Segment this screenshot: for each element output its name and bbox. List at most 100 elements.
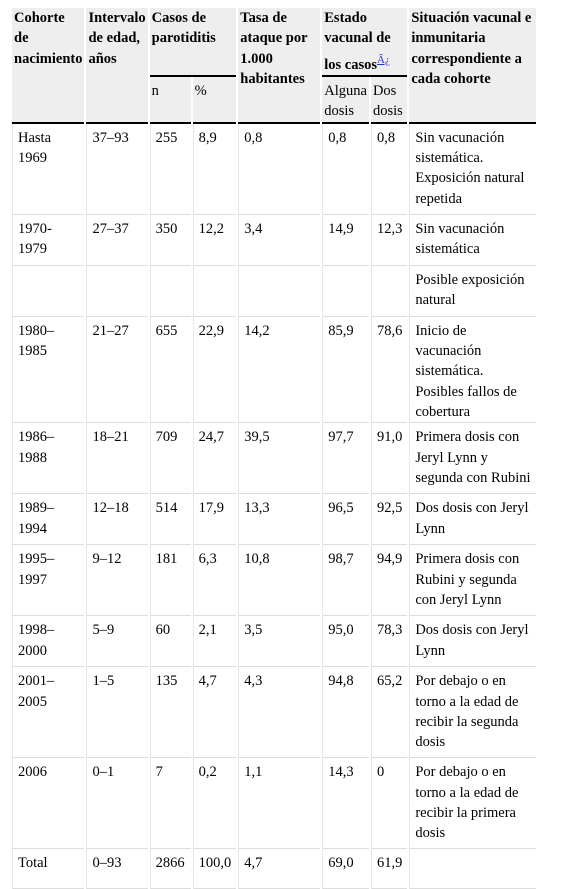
table-cell: 8,9	[192, 123, 237, 215]
subheader-text: Alguna dosis	[324, 82, 367, 120]
table-cell: 60	[149, 616, 191, 668]
table-cell: 3,4	[238, 214, 321, 266]
cell-text: 4,3	[244, 673, 263, 690]
table-cell: 10,8	[238, 545, 321, 617]
cell-text: Dos dosis con Jeryl Lynn	[415, 622, 529, 659]
table-cell: Total	[12, 849, 85, 889]
table-cell: 18–21	[86, 423, 148, 495]
cell-text: 3,5	[244, 622, 263, 639]
cell-text: Por debajo o en torno a la edad de recib…	[415, 673, 519, 751]
table-cell: 24,7	[192, 423, 237, 495]
table-cell: 85,9	[322, 316, 369, 424]
page: Cohorte de nacimiento Intervalo de edad,…	[12, 8, 537, 889]
table-cell: 1998–2000	[12, 616, 85, 668]
table-cell: 655	[149, 316, 191, 424]
cell-text: Primera dosis con Rubini y segunda con J…	[415, 551, 520, 608]
cell-text: 78,6	[376, 322, 403, 339]
table-row: 2006 0–1 7 0,2 1,1 14,3 0 Por debajo o en torno…	[12, 758, 537, 850]
cell-text: 0,8	[244, 129, 263, 146]
table-cell	[370, 265, 408, 317]
header-text: Cohorte de nacimiento	[14, 10, 83, 67]
header-cell: Cohorte de nacimiento	[12, 8, 85, 124]
cell-text: 22,9	[198, 322, 225, 339]
table-cell: 1986–1988	[12, 423, 85, 495]
footnote-link[interactable]: Â¿	[377, 53, 390, 66]
cell-text: 27–37	[92, 220, 129, 237]
header-text: Intervalo de edad, años	[88, 10, 146, 67]
table-cell: 0,8	[370, 123, 408, 215]
cell-text: 350	[155, 220, 178, 237]
table-cell: 12,2	[192, 214, 237, 266]
table-cell: 4,7	[238, 849, 321, 889]
table-cell: 3,5	[238, 616, 321, 668]
table-cell: 13,3	[238, 494, 321, 546]
cell-text: 3,4	[244, 220, 263, 237]
table-cell: 61,9	[370, 849, 408, 889]
table-row: 1995–1997 9–12 181 6,3 10,8 98,7 94,9 Primera d…	[12, 545, 537, 617]
table-cell: 22,9	[192, 316, 237, 424]
cell-text: 12,3	[376, 220, 403, 237]
table-cell: 39,5	[238, 423, 321, 495]
table-cell: Sin vacunación sistemática	[409, 214, 537, 266]
table-cell: 255	[149, 123, 191, 215]
cell-text: 14,2	[244, 322, 270, 339]
cell-text: 13,3	[244, 500, 270, 517]
table-cell	[192, 265, 237, 317]
table-cell: 14,9	[322, 214, 369, 266]
table-cell: 65,2	[370, 667, 408, 759]
table-cell: Por debajo o en torno a la edad de recib…	[409, 667, 537, 759]
table-cell: 2006	[12, 758, 85, 850]
table-cell: 2,1	[192, 616, 237, 668]
cell-text: 94,8	[328, 673, 354, 690]
cell-text: Total	[18, 855, 48, 872]
table-cell: 0,8	[238, 123, 321, 215]
table-cell: 95,0	[322, 616, 369, 668]
cell-text: 135	[155, 673, 178, 690]
cell-text: 14,3	[328, 764, 354, 781]
table-row: 1970-1979 27–37 350 12,2 3,4 14,9 12,3 Sin vacu…	[12, 214, 537, 266]
table-cell	[322, 265, 369, 317]
subheader-cell: Alguna dosis	[322, 76, 369, 124]
table-cell: 0–93	[86, 849, 148, 889]
cell-text: 1970-1979	[18, 220, 52, 258]
cell-text: Por debajo o en torno a la edad de recib…	[415, 764, 519, 842]
table-cell: 14,3	[322, 758, 369, 850]
cell-text: 1995–1997	[18, 551, 55, 588]
cell-text: 5–9	[92, 622, 115, 639]
cell-text: 0	[376, 764, 385, 781]
cell-text: 97,7	[328, 429, 354, 446]
table-cell: 1,1	[238, 758, 321, 850]
table-cell: 0,2	[192, 758, 237, 850]
table-cell: 1–5	[86, 667, 148, 759]
table-cell: Dos dosis con Jeryl Lynn	[409, 494, 537, 546]
cell-text: 94,9	[376, 551, 403, 568]
cell-text: 60	[155, 622, 171, 639]
cell-text: 4,7	[244, 855, 263, 872]
cell-text: 65,2	[376, 673, 403, 690]
cell-text: 17,9	[198, 500, 225, 517]
cell-text: 4,7	[198, 673, 217, 690]
table-cell: 78,6	[370, 316, 408, 424]
table-cell: 94,8	[322, 667, 369, 759]
cell-text: Inicio de vacunación sistemática. Posibl…	[415, 322, 517, 420]
cell-text: 98,7	[328, 551, 354, 568]
table-cell: Dos dosis con Jeryl Lynn	[409, 616, 537, 668]
table-cell: 1980–1985	[12, 316, 85, 424]
cell-text: 18–21	[92, 429, 129, 446]
cell-text: 2,1	[198, 622, 217, 639]
cell-text: 2001–2005	[18, 673, 55, 710]
cell-text: 91,0	[376, 429, 403, 446]
table-cell	[409, 849, 537, 889]
cell-text: 0,8	[328, 129, 347, 146]
subheader-cell: n	[149, 76, 191, 124]
header-text: Casos de parotiditis	[151, 10, 216, 47]
table-cell: Primera dosis con Rubini y segunda con J…	[409, 545, 537, 617]
table-cell: 7	[149, 758, 191, 850]
table-cell: Inicio de vacunación sistemática. Posibl…	[409, 316, 537, 424]
header-cell: Intervalo de edad, años	[86, 8, 148, 124]
table-row: Posible exposición natural	[12, 265, 537, 317]
data-table: Cohorte de nacimiento Intervalo de edad,…	[10, 8, 538, 889]
table-row: 1989–1994 12–18 514 17,9 13,3 96,5 92,5 Dos dos…	[12, 494, 537, 546]
table-row: 1998–2000 5–9 60 2,1 3,5 95,0 78,3 Dos dosis co…	[12, 616, 537, 668]
table-cell: 514	[149, 494, 191, 546]
